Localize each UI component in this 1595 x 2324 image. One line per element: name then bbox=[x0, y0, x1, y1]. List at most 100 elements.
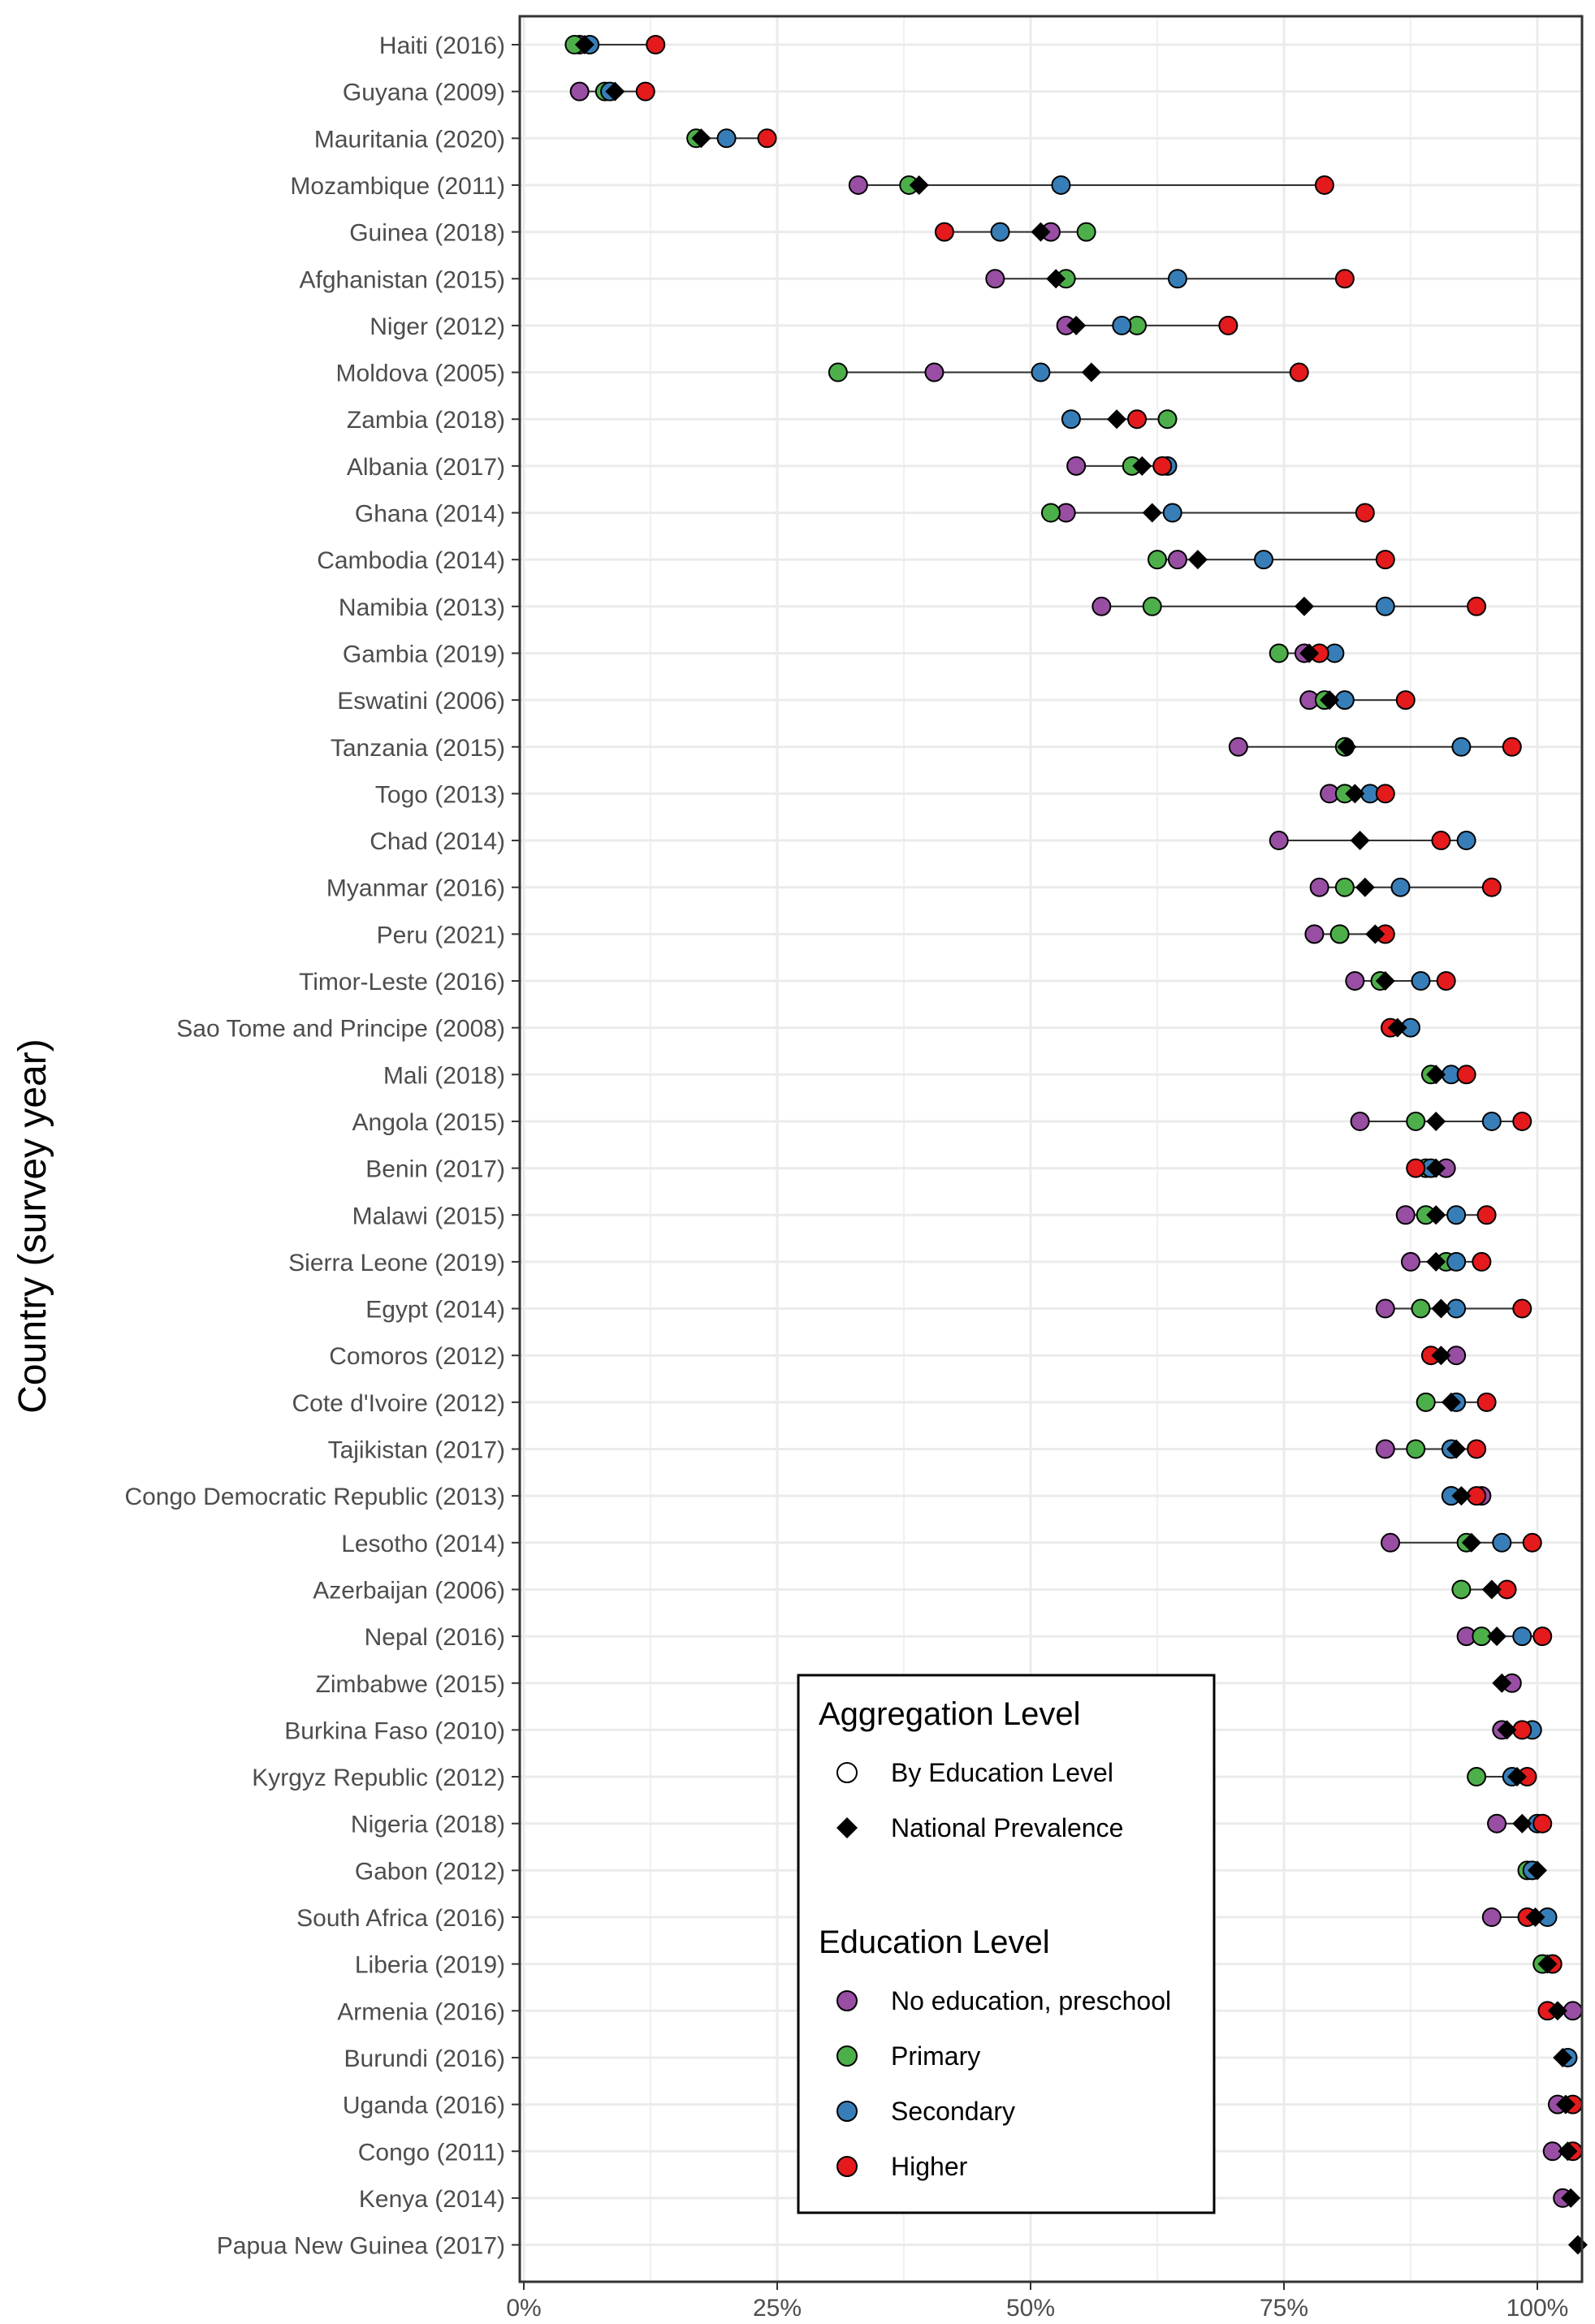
point-higher bbox=[1436, 971, 1456, 991]
point-none bbox=[1345, 971, 1365, 991]
point-national bbox=[1387, 1017, 1407, 1038]
point-primary bbox=[1451, 1579, 1472, 1600]
y-tick-label: Nigeria (2018) bbox=[351, 1812, 505, 1838]
point-higher bbox=[1289, 362, 1309, 382]
point-higher bbox=[1532, 1813, 1553, 1834]
point-higher bbox=[1467, 596, 1487, 616]
legend-label-secondary: Secondary bbox=[891, 2097, 1015, 2126]
legend-marker-secondary bbox=[836, 2101, 858, 2122]
point-higher bbox=[1431, 831, 1451, 851]
y-tick-label: Gambia (2019) bbox=[343, 641, 505, 667]
point-primary bbox=[1142, 596, 1162, 616]
y-tick-label: Tajikistan (2017) bbox=[328, 1437, 505, 1464]
point-primary bbox=[1076, 222, 1096, 242]
point-national bbox=[1507, 1767, 1528, 1787]
y-tick-label: Niger (2012) bbox=[370, 313, 505, 340]
legend-label-by-education: By Education Level bbox=[891, 1758, 1113, 1787]
point-national bbox=[1426, 1158, 1446, 1178]
point-none bbox=[1375, 1298, 1395, 1319]
legend-marker-primary bbox=[836, 2045, 858, 2067]
point-secondary bbox=[716, 128, 737, 149]
point-national bbox=[1299, 643, 1320, 663]
point-national bbox=[1431, 1346, 1451, 1366]
y-tick-label: Chad (2014) bbox=[370, 828, 505, 855]
point-secondary bbox=[1031, 362, 1051, 382]
point-higher bbox=[1472, 1251, 1492, 1272]
point-national bbox=[1561, 2188, 1581, 2208]
point-national bbox=[1350, 831, 1370, 851]
point-secondary bbox=[1512, 1626, 1532, 1647]
point-primary bbox=[1416, 1392, 1436, 1412]
y-tick-label: Egypt (2014) bbox=[365, 1297, 505, 1324]
point-higher bbox=[757, 128, 777, 149]
y-tick-label: Malawi (2015) bbox=[352, 1203, 505, 1229]
point-higher bbox=[1152, 456, 1173, 476]
y-tick-label: Kyrgyz Republic (2012) bbox=[252, 1765, 505, 1791]
legend: Aggregation Level By Education Level Nat… bbox=[797, 1674, 1216, 2214]
point-national bbox=[1487, 1626, 1507, 1647]
point-higher bbox=[1456, 1065, 1476, 1085]
point-higher bbox=[1502, 737, 1522, 757]
y-tick-label: Lesotho (2014) bbox=[341, 1531, 505, 1557]
point-national bbox=[1451, 1486, 1472, 1506]
y-tick-label: Myanmar (2016) bbox=[326, 875, 505, 902]
point-national bbox=[1528, 1860, 1547, 1881]
x-tick-label: 75% bbox=[1260, 2295, 1308, 2322]
point-national bbox=[1345, 784, 1365, 804]
point-national bbox=[1431, 1298, 1451, 1319]
y-tick-label: Mauritania (2020) bbox=[314, 126, 505, 153]
y-tick-label: Togo (2013) bbox=[375, 781, 505, 808]
point-higher bbox=[1522, 1532, 1542, 1553]
point-national bbox=[1337, 737, 1357, 757]
point-national bbox=[1031, 222, 1051, 242]
point-national bbox=[1553, 2047, 1573, 2067]
point-higher bbox=[1512, 1111, 1532, 1131]
point-none bbox=[1381, 1532, 1401, 1553]
point-national bbox=[1492, 1673, 1512, 1693]
point-secondary bbox=[1167, 269, 1187, 289]
point-higher bbox=[1406, 1158, 1426, 1178]
point-primary bbox=[1148, 550, 1167, 570]
point-none bbox=[1375, 1439, 1395, 1459]
point-national bbox=[1497, 1720, 1517, 1740]
point-national bbox=[1537, 1954, 1558, 1974]
point-none bbox=[924, 362, 944, 382]
point-none bbox=[1167, 550, 1187, 570]
point-higher bbox=[1481, 877, 1502, 897]
legend-label-higher: Higher bbox=[891, 2152, 968, 2181]
y-tick-label: Afghanistan (2015) bbox=[299, 266, 505, 293]
point-secondary bbox=[1061, 409, 1081, 430]
point-none bbox=[1304, 924, 1325, 944]
legend-label-primary: Primary bbox=[891, 2041, 980, 2071]
point-secondary bbox=[1446, 1251, 1467, 1272]
point-secondary bbox=[1492, 1532, 1512, 1553]
y-tick-label: Azerbaijan (2006) bbox=[313, 1577, 505, 1604]
x-tick-label: 50% bbox=[1006, 2295, 1055, 2322]
point-national bbox=[909, 175, 929, 195]
point-secondary bbox=[1411, 971, 1431, 991]
point-none bbox=[1066, 456, 1087, 476]
point-none bbox=[1401, 1251, 1420, 1272]
point-national bbox=[1081, 362, 1101, 382]
point-secondary bbox=[990, 222, 1010, 242]
point-national bbox=[1320, 690, 1340, 711]
y-tick-label: Mali (2018) bbox=[383, 1062, 505, 1089]
point-none bbox=[1269, 831, 1289, 851]
point-national bbox=[1142, 503, 1162, 523]
point-higher bbox=[1467, 1439, 1487, 1459]
point-national bbox=[1187, 550, 1208, 570]
point-higher bbox=[1375, 784, 1395, 804]
y-tick-label: Albania (2017) bbox=[347, 454, 505, 481]
y-tick-label: Timor-Leste (2016) bbox=[299, 969, 505, 996]
point-higher bbox=[1375, 550, 1395, 570]
point-secondary bbox=[1162, 503, 1182, 523]
point-primary bbox=[1157, 409, 1178, 430]
point-none bbox=[1091, 596, 1112, 616]
point-national bbox=[1355, 877, 1375, 897]
point-higher bbox=[1532, 1626, 1553, 1647]
point-primary bbox=[1269, 643, 1289, 663]
point-higher bbox=[1334, 269, 1355, 289]
legend-marker-no-education bbox=[836, 1990, 858, 2011]
point-primary bbox=[1040, 503, 1061, 523]
point-national bbox=[1046, 269, 1066, 289]
